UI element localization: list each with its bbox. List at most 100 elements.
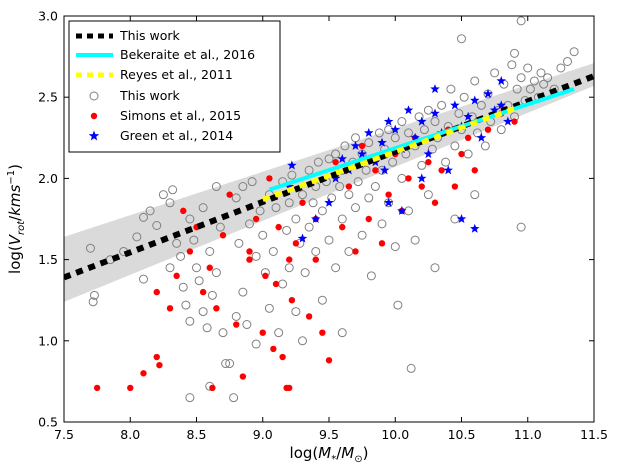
legend-label: Reyes et al., 2011 <box>120 67 233 82</box>
data-point-this-work <box>563 56 572 66</box>
data-point-this-work <box>351 133 360 143</box>
data-point-simons <box>226 191 233 198</box>
legend-label: This work <box>119 28 181 43</box>
data-point-simons <box>352 248 359 255</box>
data-point-green <box>287 160 297 170</box>
data-point-green <box>496 75 507 86</box>
data-point-green <box>476 132 487 142</box>
data-point-green <box>297 233 308 243</box>
data-point-green <box>390 124 401 134</box>
data-point-simons <box>292 240 300 247</box>
data-point-green <box>337 153 348 163</box>
x-tick-label: 8.0 <box>120 427 140 442</box>
data-point-this-work <box>291 307 301 317</box>
data-point-this-work <box>86 243 95 253</box>
data-point-green <box>456 214 467 224</box>
data-point-this-work <box>88 297 98 307</box>
data-point-green <box>430 84 440 94</box>
y-tick-label: 0.5 <box>38 415 58 430</box>
data-point-this-work <box>251 339 261 349</box>
data-point-this-work <box>274 328 284 338</box>
data-point-green <box>284 181 295 191</box>
data-point-this-work <box>238 182 248 192</box>
data-point-simons <box>246 248 253 255</box>
data-point-simons <box>186 248 194 255</box>
data-point-green <box>383 116 394 126</box>
data-point-this-work <box>337 214 347 224</box>
x-tick-label: 11.0 <box>514 427 542 442</box>
data-point-simons <box>339 223 346 231</box>
data-point-simons <box>319 329 326 336</box>
data-point-this-work <box>390 242 400 252</box>
data-point-simons <box>288 297 296 304</box>
data-point-this-work <box>304 222 314 232</box>
data-point-this-work <box>139 212 148 222</box>
data-point-this-work <box>543 73 553 83</box>
data-point-simons <box>266 175 273 182</box>
data-point-simons <box>365 215 372 223</box>
data-point-simons <box>233 321 240 328</box>
data-point-this-work <box>194 276 204 286</box>
data-point-this-work <box>158 190 168 200</box>
data-point-simons <box>180 207 187 215</box>
data-point-this-work <box>298 190 307 200</box>
data-point-this-work <box>523 63 533 73</box>
data-point-simons <box>484 126 492 133</box>
data-point-this-work <box>207 290 217 300</box>
legend-marker-open-circle <box>89 91 99 101</box>
data-point-simons <box>166 305 174 312</box>
data-point-this-work <box>231 311 241 321</box>
data-point-this-work <box>152 220 162 230</box>
data-point-this-work <box>404 206 413 216</box>
data-point-green <box>463 111 473 121</box>
data-point-this-work <box>397 117 407 127</box>
data-point-this-work <box>463 149 473 159</box>
data-point-simons <box>206 264 213 271</box>
data-point-this-work <box>450 141 460 151</box>
data-point-this-work <box>231 193 241 203</box>
data-point-this-work <box>229 393 239 403</box>
data-point-green <box>397 205 407 215</box>
data-point-green <box>324 197 334 207</box>
data-point-simons <box>246 256 253 263</box>
y-tick-label: 3.0 <box>38 9 58 24</box>
data-point-this-work <box>476 100 486 110</box>
data-point-this-work <box>242 320 252 330</box>
data-point-this-work <box>218 328 228 338</box>
fit-line-reyes-et-al-2011 <box>261 106 516 202</box>
data-point-this-work <box>298 336 307 346</box>
legend-label: Simons et al., 2015 <box>120 108 241 123</box>
data-point-simons <box>286 384 293 392</box>
data-point-this-work <box>176 251 186 261</box>
data-point-this-work <box>490 68 500 78</box>
data-point-this-work <box>189 235 199 245</box>
data-point-this-work <box>357 230 367 240</box>
data-point-simons <box>451 183 459 190</box>
data-point-this-work <box>211 182 221 192</box>
y-tick-label: 1.5 <box>38 252 58 267</box>
data-point-this-work <box>441 157 451 167</box>
data-point-this-work <box>364 138 374 148</box>
legend-marker-star <box>88 130 100 141</box>
data-point-green <box>350 140 361 150</box>
data-point-this-work <box>198 307 208 317</box>
data-point-green <box>450 100 460 110</box>
data-point-this-work <box>172 238 182 248</box>
data-point-this-work <box>470 190 480 200</box>
data-point-this-work <box>247 177 257 187</box>
data-point-simons <box>511 118 518 125</box>
data-point-this-work <box>446 84 456 94</box>
data-point-this-work <box>202 323 212 333</box>
data-point-this-work <box>377 219 387 229</box>
data-point-simons <box>378 240 386 247</box>
data-point-this-work <box>331 263 341 273</box>
y-tick-label: 2.0 <box>38 171 58 186</box>
data-point-simons <box>213 305 220 312</box>
data-point-simons <box>358 142 366 150</box>
legend: This work Bekeraite et al., 2016 Reyes e… <box>68 20 281 153</box>
data-point-simons <box>464 134 472 141</box>
data-point-this-work <box>168 185 178 195</box>
data-point-this-work <box>278 279 288 289</box>
data-point-simons <box>219 232 227 239</box>
data-point-this-work <box>145 206 155 216</box>
